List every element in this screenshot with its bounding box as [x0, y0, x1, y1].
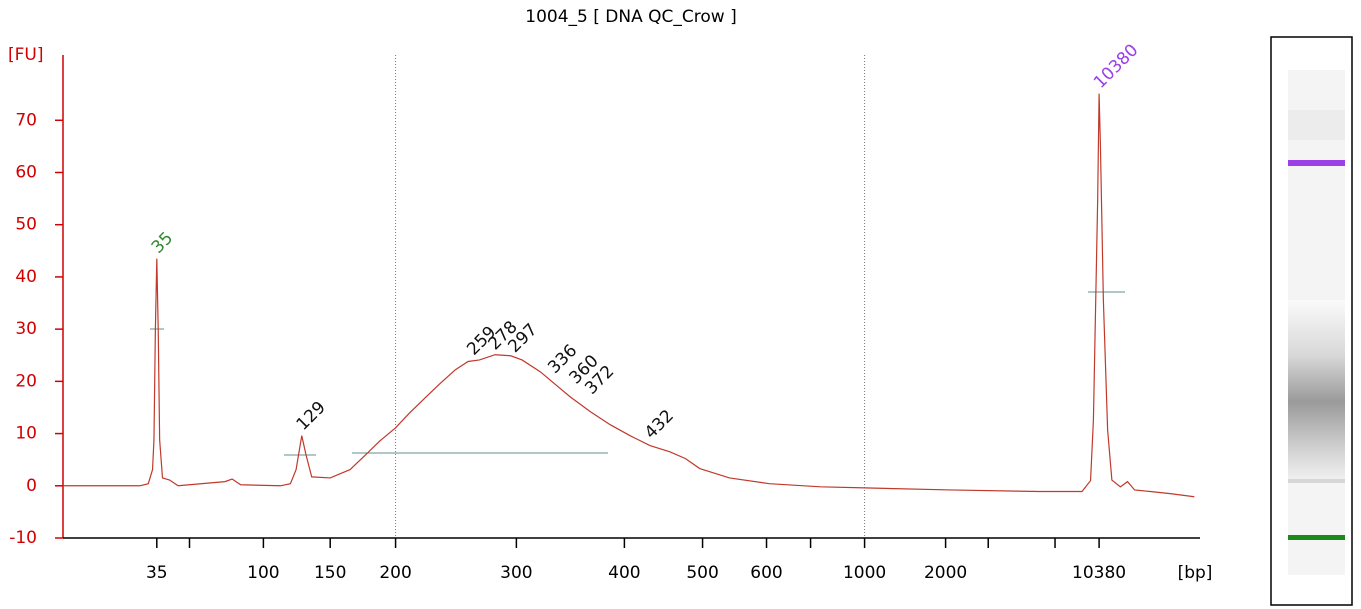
trace — [63, 93, 1195, 498]
x-tick-label: 300 — [500, 563, 532, 583]
gel-lane — [1270, 36, 1353, 606]
x-tick-label: 10380 — [1072, 563, 1126, 583]
x-tick-label: 1000 — [843, 563, 886, 583]
x-tick-label: 150 — [314, 563, 346, 583]
x-tick-label: 35 — [146, 563, 168, 583]
y-tick-label: 0 — [26, 476, 37, 496]
x-tick-label: 2000 — [924, 563, 967, 583]
chart-title: 1004_5 [ DNA QC_Crow ] — [525, 7, 736, 27]
x-tick-label: 600 — [750, 563, 782, 583]
y-tick-label: 30 — [15, 319, 37, 339]
x-tick-label: 100 — [247, 563, 279, 583]
x-tick-label: 200 — [379, 563, 411, 583]
y-tick-label: 10 — [15, 424, 37, 444]
peak-label: 432 — [641, 406, 678, 443]
y-tick-label: 40 — [15, 267, 37, 287]
x-tick-label: 400 — [608, 563, 640, 583]
y-axis-label: [FU] — [8, 45, 44, 65]
y-tick-label: -10 — [9, 528, 37, 548]
y-tick-label: 50 — [15, 215, 37, 235]
x-axis-label: [bp] — [1178, 563, 1213, 583]
peak-label: 129 — [293, 398, 330, 435]
peak-label: 35 — [148, 228, 177, 257]
peak-width-lines — [150, 291, 1125, 456]
y-tick-label: 20 — [15, 371, 37, 391]
y-tick-label: 70 — [15, 110, 37, 130]
y-tick-label: 60 — [15, 162, 37, 182]
x-tick-label: 500 — [686, 563, 718, 583]
peak-label: 10380 — [1090, 40, 1142, 92]
